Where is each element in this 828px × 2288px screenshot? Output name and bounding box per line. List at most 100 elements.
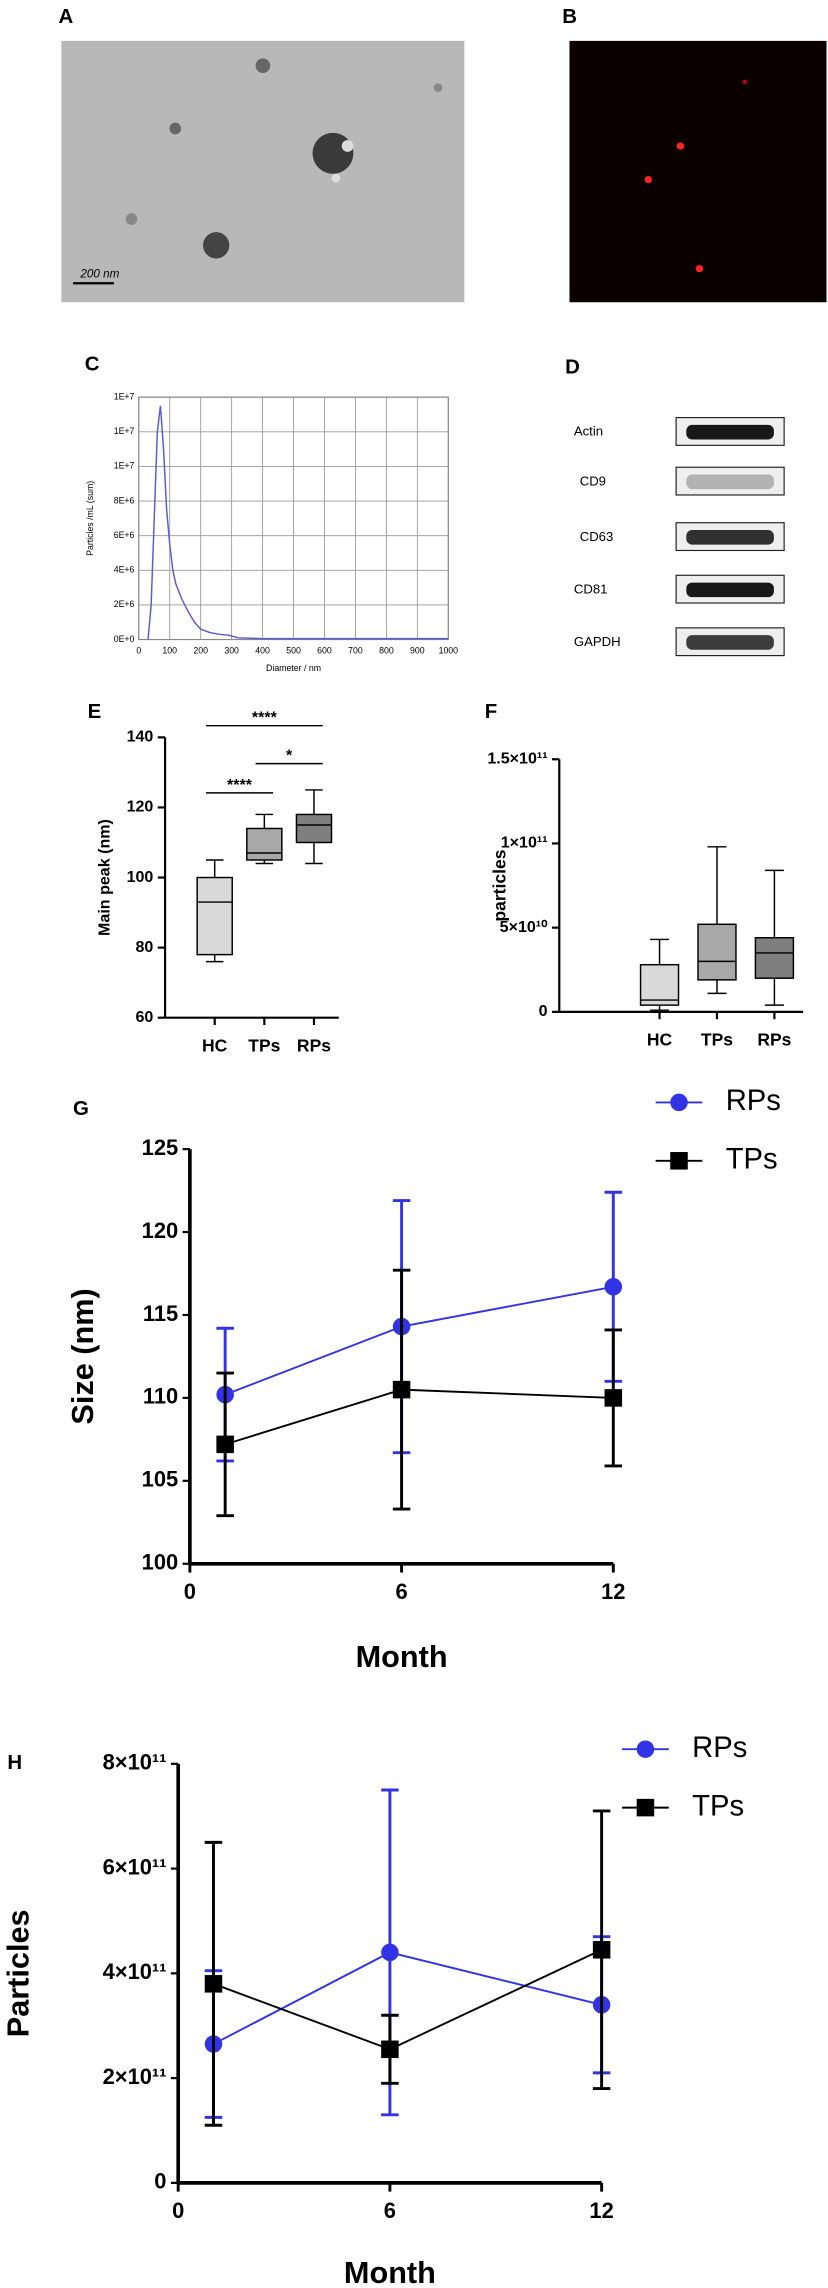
y-tick-label: 0 [539, 1002, 548, 1020]
blot-band [686, 530, 774, 545]
y-tick-label: 5×10¹⁰ [500, 918, 548, 936]
x-tick-label: 6 [395, 1579, 407, 1604]
y-tick-label: 4E+6 [114, 565, 135, 575]
x-tick-label: 900 [410, 646, 425, 656]
x-tick-label: 800 [379, 646, 394, 656]
x-tick-label: 700 [348, 646, 363, 656]
x-tick-label: RPs [757, 1030, 791, 1050]
fluorescence-image [569, 40, 827, 303]
significance-label: **** [252, 709, 278, 727]
x-tick-label: TPs [701, 1030, 733, 1050]
marker [392, 1380, 411, 1399]
marker [381, 2040, 399, 2059]
y-tick-label: 100 [142, 1550, 179, 1575]
x-tick-label: 0 [136, 646, 141, 656]
x-tick-label: RPs [297, 1036, 331, 1056]
chart: C Particles /mL (sum) Diameter / nm 0E+0 2E+… [85, 352, 458, 673]
y-tick-label: 0 [154, 2169, 166, 2194]
y-axis-label: particles [490, 849, 510, 921]
band-label: Actin [574, 424, 603, 439]
y-tick-label: 8E+6 [114, 495, 135, 505]
x-tick-label: 12 [589, 2198, 613, 2223]
marker [204, 1975, 223, 1993]
y-axis-label: Particles /mL (sum) [85, 481, 95, 556]
blot-band [686, 474, 774, 490]
x-axis-label: Month [344, 2256, 436, 2288]
plot-frame [138, 396, 449, 641]
x-tick-label: 500 [286, 646, 301, 656]
y-tick-label: 120 [127, 798, 154, 816]
panel-letter: A [58, 5, 73, 28]
band-label: CD81 [574, 581, 608, 596]
marker [604, 1278, 623, 1296]
data-line [224, 1388, 614, 1446]
y-tick-label: 6E+6 [114, 530, 135, 540]
marker [592, 1941, 611, 1959]
band-label: CD63 [580, 529, 614, 544]
y-tick-label: 60 [136, 1008, 154, 1026]
y-tick-label: 120 [142, 1218, 179, 1243]
y-tick-label: 2×10¹¹ [103, 2064, 167, 2089]
x-tick-label: HC [202, 1036, 228, 1056]
y-axis-label: Main peak (nm) [95, 819, 113, 936]
panel-letter: H [7, 1751, 22, 1774]
box [697, 923, 737, 981]
panel-letter: D [565, 355, 580, 378]
western-blot: Actin CD9 CD63 CD81 GAPDH [574, 417, 785, 657]
panel-letter: B [562, 5, 577, 28]
x-tick-label: 1000 [439, 646, 459, 656]
y-tick-label: 125 [142, 1135, 179, 1160]
chart: H Particles Month 0 2×10¹¹ 4×10¹¹ 6×10¹¹ 8×10¹¹… [2, 1732, 748, 2288]
legend-marker [670, 1152, 688, 1170]
y-tick-label: 1×10¹¹ [501, 834, 548, 852]
y-tick-label: 6×10¹¹ [103, 1854, 167, 1879]
x-tick-label: 400 [255, 646, 270, 656]
panel-letter: F [485, 700, 497, 723]
x-tick-label: 0 [172, 2198, 184, 2223]
legend-marker [636, 1798, 655, 1817]
data-line [147, 405, 449, 640]
box [196, 876, 233, 956]
blot-band [686, 424, 774, 440]
x-tick-label: 0 [184, 1579, 196, 1604]
x-tick-label: HC [647, 1030, 673, 1050]
x-axis-label: Diameter / nm [266, 663, 321, 673]
y-tick-label: 1.5×10¹¹ [487, 750, 547, 768]
blot-band [686, 635, 774, 650]
data-line [213, 1951, 602, 2045]
y-tick-label: 0E+0 [114, 634, 135, 644]
data-line [213, 1948, 603, 2051]
marker [604, 1389, 623, 1407]
y-tick-label: 80 [136, 938, 154, 956]
band-label: GAPDH [574, 634, 621, 649]
box [246, 827, 283, 861]
band-label: CD9 [580, 473, 606, 488]
marker [381, 1943, 399, 1962]
y-tick-label: 1E+7 [114, 391, 135, 401]
legend-label: RPs [726, 1085, 781, 1117]
x-tick-label: 100 [162, 646, 177, 656]
significance-label: * [286, 747, 293, 765]
x-tick-label: 200 [193, 646, 208, 656]
x-tick-label: 12 [601, 1579, 625, 1604]
legend-label: RPs [692, 1732, 747, 1764]
panel-letter: G [73, 1097, 89, 1120]
blot-band [686, 582, 774, 598]
y-axis-label: Particles [2, 1909, 36, 2037]
legend-marker [636, 1740, 655, 1758]
y-tick-label: 100 [127, 868, 154, 886]
y-tick-label: 115 [143, 1301, 178, 1326]
x-tick-label: 300 [224, 646, 239, 656]
x-axis-label: Month [356, 1640, 448, 1674]
tem-image: 200 nm [61, 40, 465, 303]
significance-label: **** [227, 776, 253, 794]
y-tick-label: 110 [143, 1384, 178, 1409]
chart: G Size (nm) Month 100 105 110 115 120 125 0 6 12 RPs… [66, 1085, 781, 1674]
y-tick-label: 1E+7 [114, 426, 135, 436]
y-tick-label: 2E+6 [114, 599, 135, 609]
charts: C Particles /mL (sum) Diameter / nm 0E+0 2E+… [2, 352, 804, 2288]
y-tick-label: 140 [127, 728, 154, 746]
